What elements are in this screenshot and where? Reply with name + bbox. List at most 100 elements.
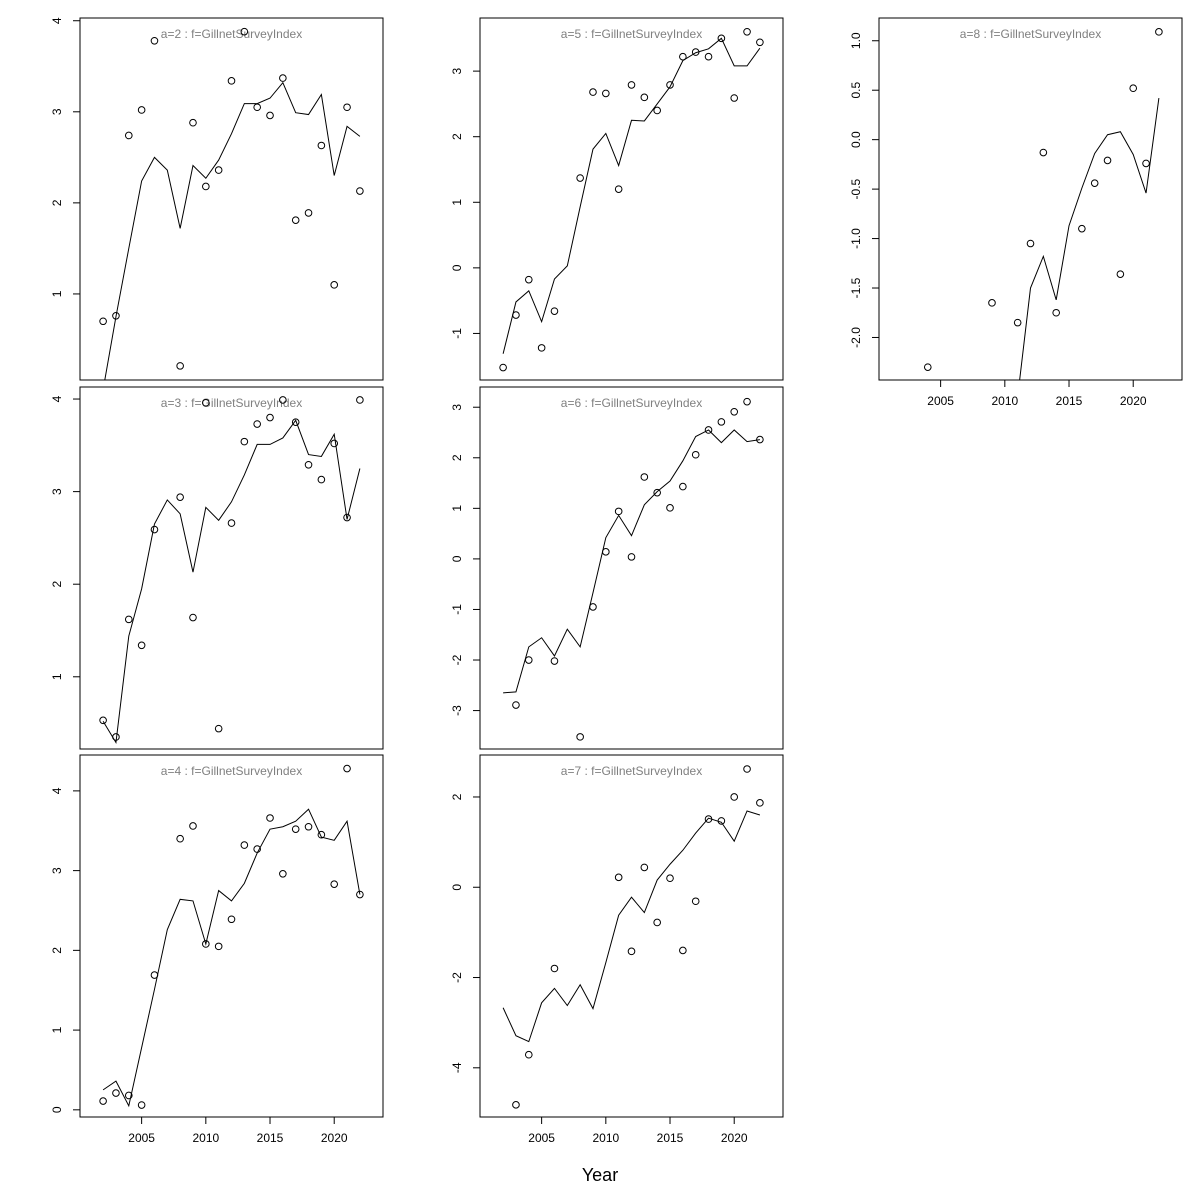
point	[137, 1101, 146, 1109]
point	[640, 93, 649, 102]
point	[253, 103, 261, 112]
point	[279, 396, 287, 404]
point	[627, 553, 636, 561]
y-tick-label: -2.0	[849, 327, 863, 348]
point	[679, 52, 687, 61]
plot-frame	[878, 17, 1183, 381]
point	[214, 166, 223, 174]
point	[99, 317, 107, 326]
point	[717, 34, 726, 43]
point	[343, 513, 351, 522]
plot-area	[502, 765, 764, 1109]
point	[640, 863, 649, 872]
point	[356, 890, 364, 899]
x-tick-label: 2010	[991, 394, 1018, 408]
y-tick-label: 0	[450, 884, 464, 891]
point	[202, 398, 210, 407]
point	[756, 435, 764, 444]
point	[988, 299, 996, 307]
y-tick-label: 1.0	[849, 32, 863, 49]
point	[227, 519, 236, 527]
point	[614, 507, 623, 516]
y-tick-label: 4	[50, 787, 64, 794]
point	[1129, 84, 1138, 93]
y-tick-label: -2	[450, 972, 464, 983]
fitted-line	[102, 419, 361, 745]
point	[550, 657, 559, 665]
y-tick-label: 1	[50, 290, 64, 297]
y-tick-label: -4	[450, 1062, 464, 1073]
point	[756, 38, 764, 47]
y-tick-label: 3	[450, 404, 464, 411]
point	[679, 482, 687, 491]
x-tick-label: 2020	[721, 1131, 748, 1145]
point	[99, 716, 107, 725]
y-tick-label: -1.0	[849, 228, 863, 249]
point	[1116, 270, 1125, 278]
plot-frame	[479, 17, 784, 381]
y-tick-label: 0	[450, 555, 464, 562]
point	[1039, 148, 1048, 157]
point	[330, 439, 339, 448]
y-tick-label: 4	[50, 395, 64, 402]
plot-frame	[79, 17, 384, 381]
x-tick-label: 2010	[192, 1131, 219, 1145]
y-tick-label: -1.5	[849, 277, 863, 298]
panel: a=3 : f=GillnetSurveyIndex 1 2 3 4	[50, 386, 384, 750]
x-tick-label: 2015	[1056, 394, 1083, 408]
panel-title: a=5 : f=GillnetSurveyIndex	[561, 27, 702, 41]
point	[189, 118, 197, 127]
fitted-line	[1019, 98, 1160, 380]
point	[653, 106, 661, 115]
point	[550, 307, 559, 315]
point	[691, 897, 700, 906]
point	[730, 793, 739, 801]
y-tick-label: 4	[50, 17, 64, 24]
fitted-line	[104, 81, 361, 380]
point	[1155, 28, 1163, 36]
point	[279, 74, 287, 82]
point	[743, 397, 751, 406]
point	[291, 825, 300, 833]
point	[666, 504, 674, 512]
fitted-line	[102, 808, 361, 1108]
point	[330, 281, 339, 289]
y-tick-label: 1	[450, 199, 464, 206]
point	[124, 1091, 133, 1100]
panel: a=7 : f=GillnetSurveyIndex -4 -2 0 2 2005 2010…	[450, 754, 784, 1145]
plot-area	[99, 27, 364, 380]
point	[150, 525, 159, 534]
plot-frame	[79, 754, 384, 1118]
point	[743, 765, 751, 773]
y-tick-label: -3	[450, 705, 464, 716]
point	[1013, 318, 1022, 327]
plot-frame	[479, 386, 784, 750]
point	[679, 946, 687, 955]
y-tick-label: 2	[50, 947, 64, 954]
point	[291, 418, 300, 426]
point	[602, 89, 610, 98]
y-tick-label: -1	[450, 328, 464, 339]
point	[1090, 179, 1099, 187]
point	[640, 473, 649, 481]
point	[614, 185, 623, 193]
point	[923, 363, 932, 371]
y-tick-label: -2	[450, 654, 464, 665]
panel-title: a=7 : f=GillnetSurveyIndex	[561, 764, 702, 778]
point	[266, 413, 274, 422]
y-tick-label: 2	[450, 133, 464, 140]
plot-frame	[79, 386, 384, 750]
point	[266, 814, 274, 822]
point	[704, 426, 713, 434]
point	[666, 874, 674, 883]
point	[576, 174, 584, 182]
plot-area	[99, 396, 364, 745]
point	[304, 460, 313, 469]
point	[240, 27, 249, 36]
point	[176, 493, 184, 501]
point	[343, 764, 351, 773]
point	[537, 344, 546, 352]
point	[330, 880, 339, 888]
plot-area	[499, 27, 764, 372]
plot-area	[99, 764, 364, 1109]
